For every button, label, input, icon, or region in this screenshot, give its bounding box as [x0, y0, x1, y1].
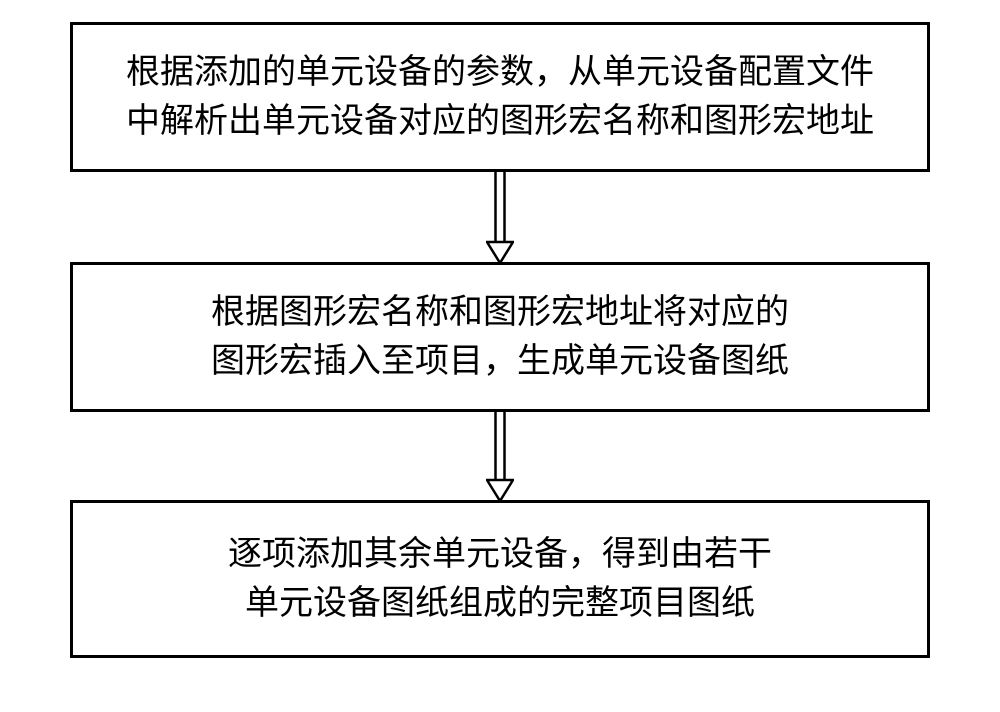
flow-arrow-arrow1: [486, 172, 514, 264]
flowchart-canvas: 根据添加的单元设备的参数，从单元设备配置文件 中解析出单元设备对应的图形宏名称和…: [0, 0, 1000, 712]
flow-node-text: 逐项添加其余单元设备，得到由若干 单元设备图纸组成的完整项目图纸: [228, 530, 772, 629]
flow-node-step2: 根据图形宏名称和图形宏地址将对应的 图形宏插入至项目，生成单元设备图纸: [70, 262, 930, 412]
flow-node-step1: 根据添加的单元设备的参数，从单元设备配置文件 中解析出单元设备对应的图形宏名称和…: [70, 22, 930, 172]
flow-node-text: 根据添加的单元设备的参数，从单元设备配置文件 中解析出单元设备对应的图形宏名称和…: [126, 48, 874, 147]
flow-node-step3: 逐项添加其余单元设备，得到由若干 单元设备图纸组成的完整项目图纸: [70, 500, 930, 658]
flow-node-text: 根据图形宏名称和图形宏地址将对应的 图形宏插入至项目，生成单元设备图纸: [211, 288, 789, 387]
flow-arrow-arrow2: [486, 412, 514, 502]
